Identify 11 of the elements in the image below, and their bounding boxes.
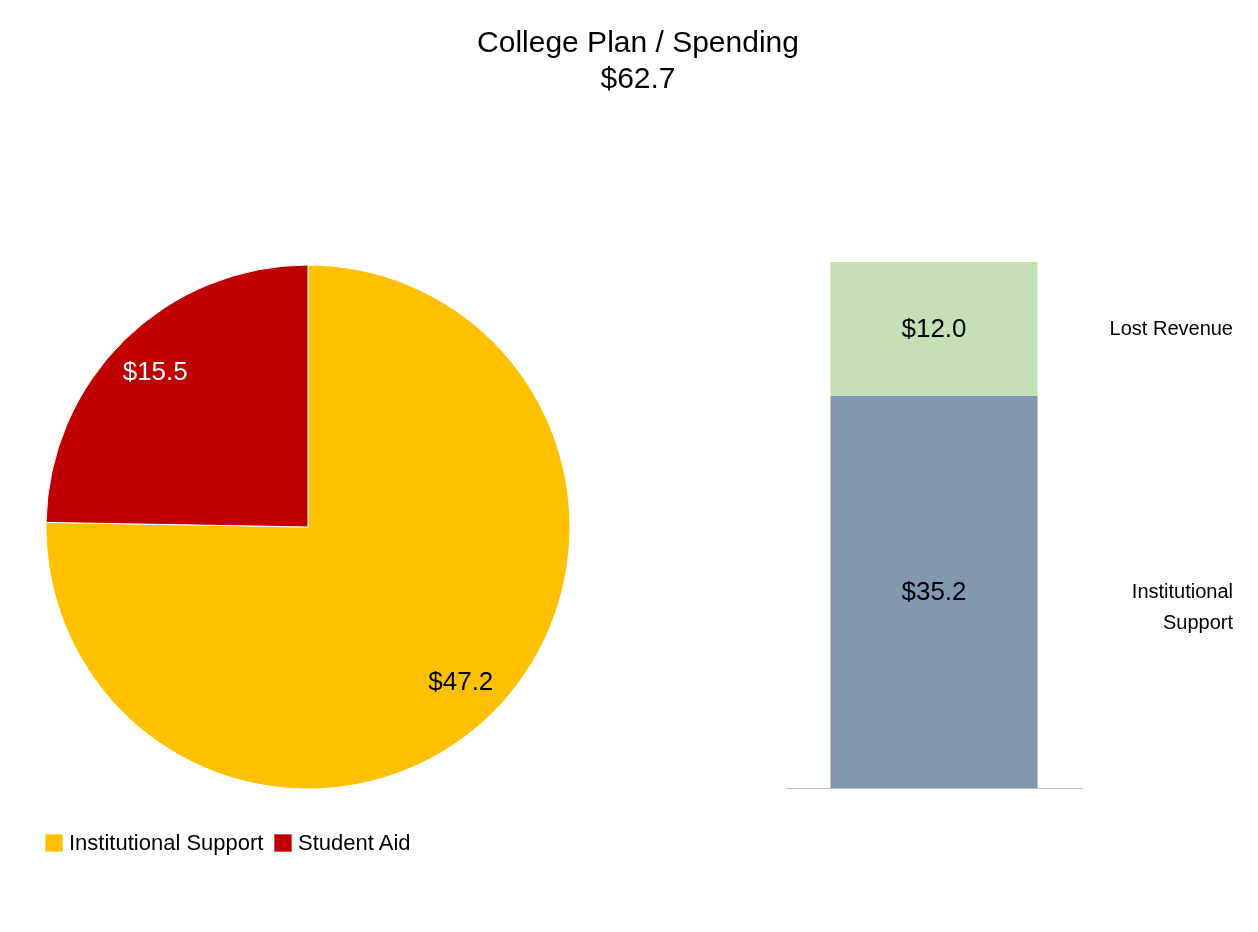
text: $62.7 [600, 61, 676, 94]
data-label: $47.2 [428, 666, 494, 697]
legend-label: Student Aid [298, 830, 411, 855]
legend-label: Institutional Support [69, 830, 264, 855]
data-label: $35.2 [901, 575, 967, 606]
text: Lost Revenue [1109, 316, 1233, 339]
text: Institutional Support [1131, 579, 1234, 633]
pie-slice [45, 264, 571, 790]
text: College Plan / Spending [477, 25, 799, 58]
data-label: $12.0 [901, 312, 967, 343]
data-label: $15.5 [122, 355, 188, 386]
